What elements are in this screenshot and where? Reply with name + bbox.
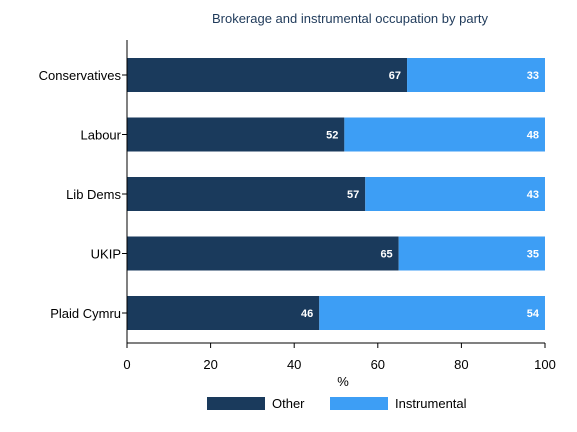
category-label: Lib Dems — [66, 187, 121, 202]
x-tick-label: 0 — [123, 357, 130, 372]
y-axis: Conservatives Labour Lib Dems UKIP Plaid Cym… — [39, 40, 128, 343]
legend-label-other: Other — [272, 396, 305, 411]
x-tick-label: 80 — [454, 357, 468, 372]
legend-label-instrumental: Instrumental — [395, 396, 467, 411]
x-tick-label: 20 — [203, 357, 217, 372]
bars: 67 33 52 48 57 43 65 35 46 54 — [127, 58, 545, 330]
bar-instrumental-plaid-cymru — [319, 296, 545, 330]
category-label: Plaid Cymru — [50, 306, 121, 321]
bar-instrumental-lib-dems — [365, 177, 545, 211]
category-label: UKIP — [91, 247, 121, 262]
x-tick-label: 60 — [371, 357, 385, 372]
data-label: 67 — [389, 70, 401, 82]
data-label: 48 — [527, 130, 539, 142]
bar-other-lib-dems — [127, 177, 366, 211]
legend-swatch-other — [207, 397, 265, 410]
bar-other-plaid-cymru — [127, 296, 320, 330]
x-axis: 0 20 40 60 80 100 — [123, 342, 556, 372]
x-tick-label: 40 — [287, 357, 301, 372]
data-label: 52 — [326, 130, 338, 142]
data-label: 43 — [527, 189, 539, 201]
legend-swatch-instrumental — [330, 397, 388, 410]
chart-title: Brokerage and instrumental occupation by… — [212, 11, 489, 26]
data-label: 35 — [527, 249, 539, 261]
category-label: Conservatives — [39, 68, 122, 83]
data-label: 65 — [380, 249, 392, 261]
bar-instrumental-conservatives — [407, 58, 545, 92]
category-label: Labour — [81, 128, 122, 143]
legend: Other Instrumental — [207, 396, 467, 411]
bar-instrumental-labour — [344, 117, 545, 152]
bar-other-ukip — [127, 236, 399, 271]
bar-other-conservatives — [127, 58, 408, 92]
x-tick-label: 100 — [534, 357, 556, 372]
bar-other-labour — [127, 117, 345, 152]
data-label: 46 — [301, 308, 313, 320]
x-axis-label: % — [337, 374, 349, 389]
data-label: 33 — [527, 70, 539, 82]
data-label: 57 — [347, 189, 359, 201]
bar-instrumental-ukip — [398, 236, 545, 271]
data-label: 54 — [527, 308, 540, 320]
